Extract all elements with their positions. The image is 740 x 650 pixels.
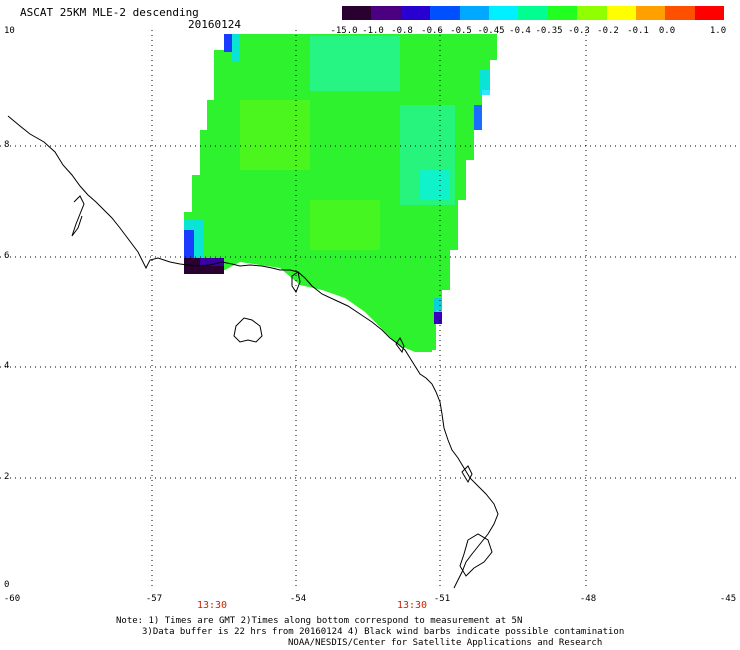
swath-blue-edge <box>474 105 482 130</box>
pass-time-label: 13:30 <box>396 600 428 611</box>
colorbar-swatch <box>371 6 401 20</box>
swath-lime-patch <box>310 200 380 250</box>
colorbar-swatch <box>577 6 607 20</box>
x-tick-label: -57 <box>145 594 163 604</box>
colorbar-label: -0.5 <box>450 26 472 36</box>
colorbar-swatch <box>518 6 548 20</box>
x-tick-label: -45 <box>719 594 737 604</box>
coastline-path <box>7 115 499 589</box>
colorbar-swatch <box>459 6 489 20</box>
pass-time-label: 13:30 <box>196 600 228 611</box>
colorbar-swatch <box>635 6 666 20</box>
y-tick-label: 6 <box>4 251 10 261</box>
colorbar-label: -0.3 <box>568 26 590 36</box>
colorbar-label: 1.0 <box>709 26 727 36</box>
y-tick-label: 2 <box>4 472 10 482</box>
x-tick-label: -51 <box>433 594 451 604</box>
swath-cyan-patch <box>310 36 400 91</box>
x-tick-label: -48 <box>579 594 597 604</box>
island <box>233 317 263 343</box>
colorbar-label: -0.4 <box>509 26 531 36</box>
colorbar-label: 0.0 <box>658 26 676 36</box>
swath-lime-patch <box>240 100 310 170</box>
swath-cyan-edge <box>434 298 442 312</box>
swath-blue-edge <box>200 258 224 266</box>
grid <box>0 30 740 590</box>
swath <box>184 34 497 352</box>
colorbar-labels: -15.0 -1.0 -0.8 -0.6 -0.5 -0.45 -0.4 -0.… <box>330 26 730 38</box>
coastline <box>7 115 499 589</box>
colorbar-label: -1.0 <box>362 26 384 36</box>
colorbar-label: -0.1 <box>627 26 649 36</box>
colorbar-label: -0.2 <box>597 26 619 36</box>
coastline-path <box>461 465 473 484</box>
colorbar-swatch <box>606 6 636 20</box>
colorbar-swatch <box>430 6 460 20</box>
colorbar-label: -0.35 <box>535 26 563 36</box>
colorbar <box>342 6 725 20</box>
x-tick-label: -60 <box>3 594 21 604</box>
swath-blue-edge <box>224 34 232 52</box>
map-date: 20160124 <box>188 18 241 31</box>
coastline-path <box>459 533 493 577</box>
colorbar-label: -0.6 <box>421 26 443 36</box>
coastline-path <box>71 195 85 237</box>
coastline-path <box>395 337 405 354</box>
swath-purple-edge <box>434 312 442 324</box>
note-line: 3)Data buffer is 22 hrs from 20160124 4)… <box>142 627 625 637</box>
y-tick-label: 8 <box>4 140 10 150</box>
swath-cyan-edge <box>232 34 240 62</box>
colorbar-label: -0.8 <box>391 26 413 36</box>
y-tick-label: 4 <box>4 361 10 371</box>
colorbar-label: -0.45 <box>477 26 505 36</box>
swath-cyan-edge <box>480 70 490 95</box>
colorbar-swatch <box>488 6 519 20</box>
colorbar-swatch <box>665 6 695 20</box>
y-tick-label: 10 <box>4 26 15 36</box>
coastline-path <box>291 271 301 294</box>
swath-cyan-patch <box>420 170 450 200</box>
y-tick-label: 0 <box>4 580 10 590</box>
colorbar-swatch <box>694 6 725 20</box>
colorbar-swatch <box>547 6 578 20</box>
colorbar-label: -15.0 <box>330 26 358 36</box>
x-tick-label: -54 <box>289 594 307 604</box>
colorbar-swatch <box>400 6 431 20</box>
credit-line: NOAA/NESDIS/Center for Satellite Applica… <box>288 638 603 648</box>
note-line: Note: 1) Times are GMT 2)Times along bot… <box>116 616 523 626</box>
colorbar-swatch <box>342 6 372 20</box>
swath-blue-edge <box>184 230 194 260</box>
map-title: ASCAT 25KM MLE-2 descending <box>20 6 199 19</box>
